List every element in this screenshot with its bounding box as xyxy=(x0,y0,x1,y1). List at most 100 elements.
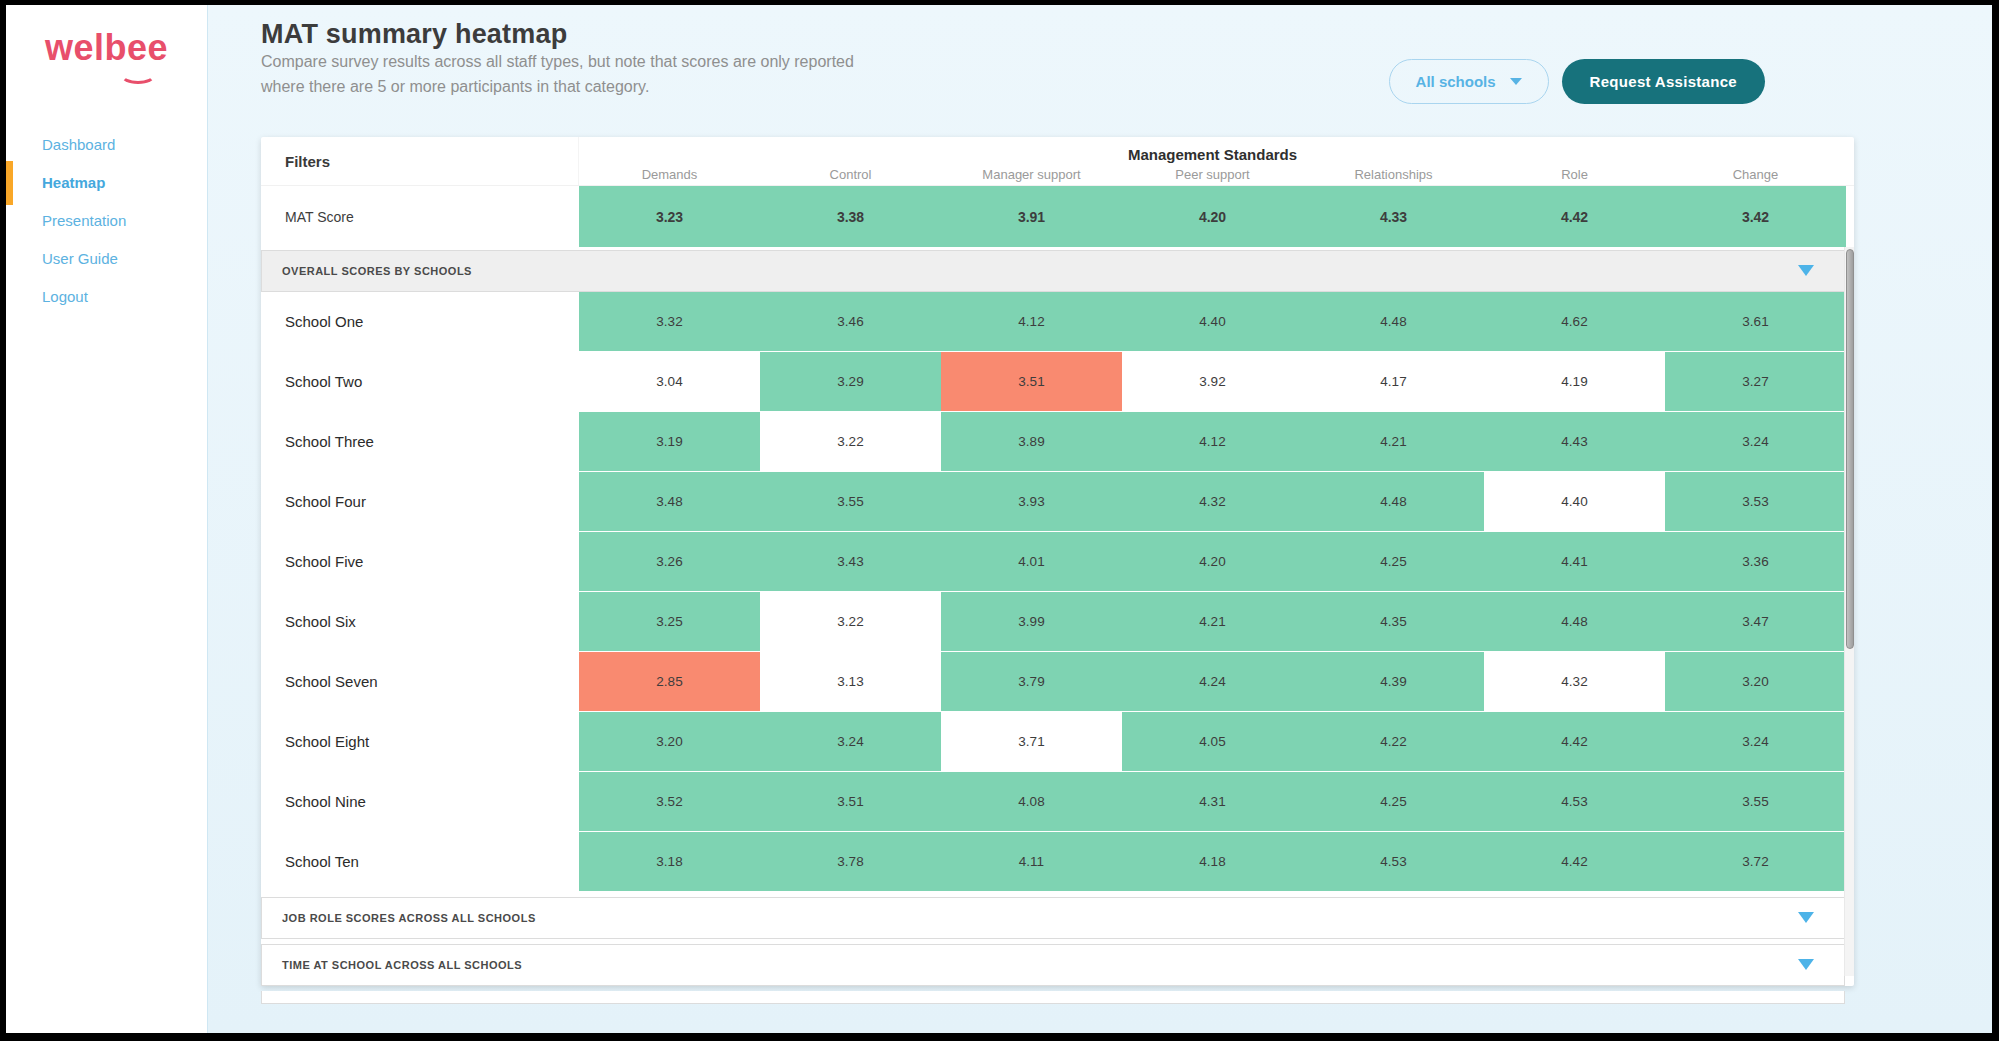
school-filter-dropdown[interactable]: All schools xyxy=(1389,59,1549,104)
section-title: OVERALL SCORES BY SCHOOLS xyxy=(262,265,472,277)
heatmap-cell: 3.46 xyxy=(760,292,941,351)
heatmap-cell: 3.24 xyxy=(1665,412,1846,471)
heatmap-cell: 3.89 xyxy=(941,412,1122,471)
heatmap-cell: 3.92 xyxy=(1122,352,1303,411)
sidebar-item-presentation[interactable]: Presentation xyxy=(6,202,207,240)
mat-score-row-container: MAT Score3.233.383.914.204.334.423.42 xyxy=(261,186,1854,248)
sidebar-item-heatmap[interactable]: Heatmap xyxy=(6,164,207,202)
heatmap-cell: 3.20 xyxy=(1665,652,1846,711)
request-assistance-button[interactable]: Request Assistance xyxy=(1562,59,1765,104)
heatmap-cell: 4.48 xyxy=(1303,292,1484,351)
heatmap-cell: 4.12 xyxy=(941,292,1122,351)
heatmap-cell: 3.23 xyxy=(579,186,760,247)
heatmap-cell: 3.43 xyxy=(760,532,941,591)
mat-score-row: MAT Score3.233.383.914.204.334.423.42 xyxy=(261,186,1846,248)
heatmap-cell: 4.48 xyxy=(1484,592,1665,651)
heatmap-cell: 3.24 xyxy=(1665,712,1846,771)
page-subtitle: Compare survey results across all staff … xyxy=(261,49,861,99)
table-row-school-ten-label: School Ten xyxy=(261,832,579,891)
header-controls: All schools Request Assistance xyxy=(1389,59,1765,104)
heatmap-cell: 4.43 xyxy=(1484,412,1665,471)
column-header-peer-support: Peer support xyxy=(1122,163,1303,185)
heatmap-cell: 3.26 xyxy=(579,532,760,591)
table-row-school-three-label: School Three xyxy=(261,412,579,471)
heatmap-cell: 4.01 xyxy=(941,532,1122,591)
mat-score-row-label: MAT Score xyxy=(261,186,579,247)
welbee-logo: welbee xyxy=(6,27,207,84)
heatmap-cell: 4.21 xyxy=(1303,412,1484,471)
heatmap-cell: 4.11 xyxy=(941,832,1122,891)
heatmap-cell: 3.27 xyxy=(1665,352,1846,411)
heatmap-cell: 3.04 xyxy=(579,352,760,411)
table-row-school-five-label: School Five xyxy=(261,532,579,591)
sidebar-item-user-guide[interactable]: User Guide xyxy=(6,240,207,278)
heatmap-cell: 3.47 xyxy=(1665,592,1846,651)
heatmap-cell: 4.25 xyxy=(1303,772,1484,831)
heatmap-cell: 4.20 xyxy=(1122,532,1303,591)
filters-label: Filters xyxy=(261,137,579,185)
heatmap-cell: 4.31 xyxy=(1122,772,1303,831)
sidebar-item-dashboard[interactable]: Dashboard xyxy=(6,126,207,164)
section-chevron-down-icon[interactable] xyxy=(1798,265,1814,276)
heatmap-cell: 4.12 xyxy=(1122,412,1303,471)
table-row-school-three: School Three3.193.223.894.124.214.433.24 xyxy=(261,412,1846,472)
heatmap-cell: 4.53 xyxy=(1484,772,1665,831)
heatmap-cell: 3.51 xyxy=(760,772,941,831)
heatmap-cell: 4.24 xyxy=(1122,652,1303,711)
table-row-school-eight: School Eight3.203.243.714.054.224.423.24 xyxy=(261,712,1846,772)
table-row-school-six-label: School Six xyxy=(261,592,579,651)
table-header: Filters Management Standards DemandsCont… xyxy=(261,137,1854,186)
heatmap-cell: 3.18 xyxy=(579,832,760,891)
school-rows-container: School One3.323.464.124.404.484.623.61Sc… xyxy=(261,292,1854,892)
table-row-school-ten: School Ten3.183.784.114.184.534.423.72 xyxy=(261,832,1846,892)
section-chevron-down-icon[interactable] xyxy=(1798,912,1814,923)
heatmap-cell: 3.22 xyxy=(760,412,941,471)
heatmap-cell: 3.53 xyxy=(1665,472,1846,531)
sidebar-item-label: Logout xyxy=(42,288,88,305)
sidebar-item-label: Dashboard xyxy=(42,136,115,153)
heatmap-cell: 4.42 xyxy=(1484,186,1665,247)
sidebar-item-label: Heatmap xyxy=(42,174,105,191)
heatmap-cell: 4.39 xyxy=(1303,652,1484,711)
heatmap-cell: 3.29 xyxy=(760,352,941,411)
scrollbar-thumb[interactable] xyxy=(1846,249,1854,649)
column-headers: DemandsControlManager supportPeer suppor… xyxy=(579,163,1846,185)
column-header-demands: Demands xyxy=(579,163,760,185)
heatmap-cell: 4.48 xyxy=(1303,472,1484,531)
heatmap-cell: 4.40 xyxy=(1122,292,1303,351)
table-row-school-six: School Six3.253.223.994.214.354.483.47 xyxy=(261,592,1846,652)
group-header-label: Management Standards xyxy=(579,137,1846,163)
heatmap-cell: 4.05 xyxy=(1122,712,1303,771)
column-header-manager-support: Manager support xyxy=(941,163,1122,185)
heatmap-cell: 3.13 xyxy=(760,652,941,711)
table-row-school-one: School One3.323.464.124.404.484.623.61 xyxy=(261,292,1846,352)
chevron-down-icon xyxy=(1510,78,1522,85)
section-bar-overall-scores-by-schools[interactable]: OVERALL SCORES BY SCHOOLS xyxy=(261,250,1845,292)
school-filter-label: All schools xyxy=(1416,73,1496,90)
heatmap-cell: 3.93 xyxy=(941,472,1122,531)
active-indicator xyxy=(6,161,13,205)
heatmap-cell: 4.53 xyxy=(1303,832,1484,891)
column-header-relationships: Relationships xyxy=(1303,163,1484,185)
heatmap-cell: 4.35 xyxy=(1303,592,1484,651)
main-content: MAT summary heatmap Compare survey resul… xyxy=(208,5,1992,1033)
card-bottom-strip xyxy=(261,991,1845,1004)
heatmap-cell: 3.36 xyxy=(1665,532,1846,591)
heatmap-cell: 3.78 xyxy=(760,832,941,891)
scrollbar[interactable] xyxy=(1844,247,1854,976)
heatmap-cell: 3.38 xyxy=(760,186,941,247)
heatmap-cell: 4.33 xyxy=(1303,186,1484,247)
section-chevron-down-icon[interactable] xyxy=(1798,959,1814,970)
section-bar-job-role-scores-across-all-schools[interactable]: JOB ROLE SCORES ACROSS ALL SCHOOLS xyxy=(261,897,1845,939)
table-row-school-two-label: School Two xyxy=(261,352,579,411)
heatmap-cell: 4.32 xyxy=(1122,472,1303,531)
sidebar-item-logout[interactable]: Logout xyxy=(6,278,207,316)
heatmap-cell: 3.48 xyxy=(579,472,760,531)
sidebar: welbee Dashboard Heatmap PresentationUser … xyxy=(6,5,208,1033)
heatmap-cell: 3.71 xyxy=(941,712,1122,771)
heatmap-cell: 4.41 xyxy=(1484,532,1665,591)
management-standards-header: Management Standards DemandsControlManag… xyxy=(579,137,1846,185)
section-bar-time-at-school-across-all-schools[interactable]: TIME AT SCHOOL ACROSS ALL SCHOOLS xyxy=(261,944,1845,986)
column-header-control: Control xyxy=(760,163,941,185)
column-header-change: Change xyxy=(1665,163,1846,185)
